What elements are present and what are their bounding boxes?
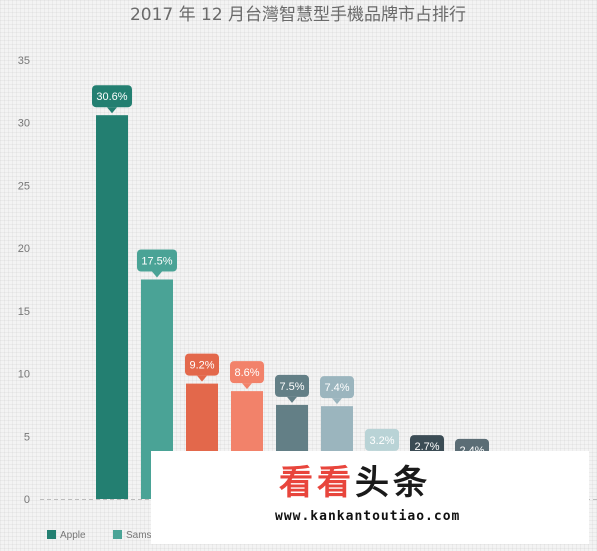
chart-title: 2017 年 12 月台灣智慧型手機品牌市占排行: [130, 5, 466, 25]
data-label: 2.7%: [414, 441, 439, 453]
data-label: 3.2%: [369, 435, 394, 447]
data-label-pointer: [197, 375, 207, 382]
data-label: 7.4%: [324, 382, 349, 394]
data-label-bubble: [275, 374, 309, 397]
y-tick-label: 5: [24, 431, 30, 443]
watermark-logo: 看看头条: [279, 455, 431, 504]
legend: Apple Samsung: [47, 530, 168, 541]
data-label-bubble: [320, 376, 354, 399]
legend-label: Samsung: [126, 530, 168, 541]
data-label-pointer: [107, 107, 117, 114]
y-tick-label: 25: [18, 180, 30, 192]
y-tick-label: 10: [18, 369, 30, 381]
data-label-pointer: [332, 398, 342, 405]
y-tick-label: 20: [18, 243, 30, 255]
data-label: 9.2%: [189, 360, 214, 372]
data-label: 30.6%: [96, 91, 127, 103]
data-label-pointer: [152, 271, 162, 278]
data-label-bubble: [230, 361, 264, 384]
data-label-pointer: [242, 383, 252, 390]
data-label-pointer: [287, 396, 297, 403]
legend-swatch: [47, 530, 56, 539]
data-label-bubble: [185, 353, 219, 376]
data-label-bubble: [92, 85, 132, 108]
y-tick-label: 0: [24, 494, 30, 506]
data-label: 7.5%: [279, 381, 304, 393]
watermark-logo-part1: 看看: [279, 463, 355, 503]
bar: [96, 115, 128, 499]
data-label-bubble: [137, 249, 177, 272]
y-tick-label: 35: [18, 55, 30, 67]
watermark: 看看头条 www.kankantoutiao.com: [151, 451, 589, 544]
data-label-bubble: [365, 428, 399, 451]
data-label: 8.6%: [234, 367, 259, 379]
watermark-url: www.kankantoutiao.com: [275, 509, 461, 524]
watermark-logo-part2: 头条: [355, 463, 431, 503]
legend-swatch: [113, 530, 122, 539]
legend-label: Apple: [60, 530, 86, 541]
data-label: 17.5%: [141, 256, 172, 268]
y-tick-label: 30: [18, 118, 30, 130]
y-tick-label: 15: [18, 306, 30, 318]
